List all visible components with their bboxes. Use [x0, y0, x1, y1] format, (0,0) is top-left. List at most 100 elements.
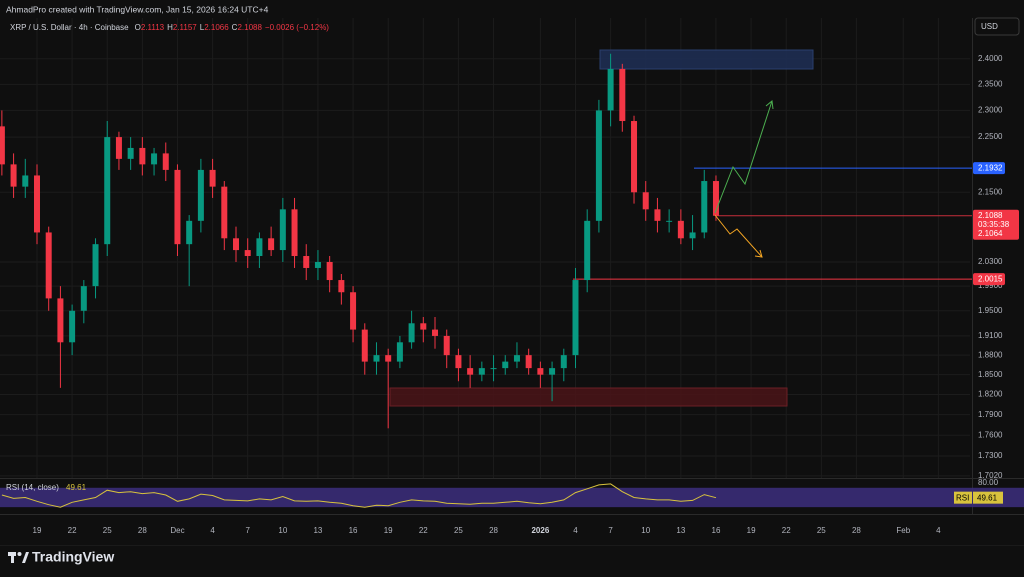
candle-body	[373, 355, 380, 362]
candle-body	[677, 220, 684, 239]
ohlc-key: O	[135, 23, 141, 32]
candle-body	[654, 209, 661, 221]
level-label: 2.1932	[978, 164, 1003, 173]
candle-body	[69, 310, 76, 343]
demand-zone	[389, 387, 788, 407]
x-tick-label: 19	[33, 526, 42, 535]
candle-body	[490, 368, 497, 370]
supply-zone	[599, 49, 814, 70]
candle-body	[22, 175, 29, 187]
candle-body	[104, 137, 111, 245]
currency[interactable]: USD	[981, 22, 998, 31]
rsi-tag: RSI	[956, 493, 969, 502]
bearish-projection	[714, 214, 763, 258]
rsi-value-box	[973, 491, 1003, 504]
x-tick-label: 28	[852, 526, 861, 535]
current-price-box	[973, 209, 1019, 240]
y-tick-label: 1.9500	[978, 306, 1003, 315]
candle-body	[80, 286, 87, 311]
candle-body	[268, 238, 275, 251]
candle-body	[326, 261, 333, 281]
rsi-line	[1, 483, 717, 508]
ohlc-value: 2.1088	[237, 23, 262, 32]
candle-body	[432, 329, 439, 336]
candle-body	[209, 169, 216, 187]
y-tick-label: 1.8200	[978, 390, 1003, 399]
y-tick-label: 1.8800	[978, 350, 1003, 359]
x-tick-label: Feb	[896, 526, 910, 535]
candle-body	[244, 250, 251, 257]
candle-body	[525, 355, 532, 369]
second-price: 2.1064	[978, 229, 1003, 238]
candle-body	[45, 232, 52, 299]
ohlc-key: H	[167, 23, 173, 32]
x-tick-label: 13	[676, 526, 685, 535]
y-tick-label: 1.7900	[978, 410, 1003, 419]
y-tick-label: 1.9900	[978, 281, 1003, 290]
candle-body	[174, 169, 181, 245]
candle-body	[560, 355, 567, 369]
rsi-tag-box	[954, 491, 972, 504]
x-tick-label: Dec	[170, 526, 184, 535]
brand: TradingView	[32, 549, 114, 565]
y-tick-label: 2.3500	[978, 79, 1003, 88]
y-tick-label: 1.7020	[978, 471, 1003, 480]
y-tick-label: 1.7300	[978, 451, 1003, 460]
candle-body	[712, 181, 719, 216]
candle-body	[57, 298, 64, 343]
current-price: 2.1088	[978, 211, 1003, 220]
ohlc-key: L	[200, 23, 205, 32]
x-tick-label: 13	[313, 526, 322, 535]
arrow-head	[765, 100, 774, 110]
currency-box[interactable]	[974, 17, 1020, 36]
rsi-tick-label: 80.00	[978, 478, 999, 487]
levels	[573, 167, 972, 280]
x-tick-label: 4	[936, 526, 941, 535]
candle-body	[443, 335, 450, 356]
candle-body	[572, 280, 579, 356]
candle-body	[10, 164, 17, 187]
candles	[0, 53, 719, 429]
arrow-head	[754, 249, 763, 258]
candle-body	[139, 147, 146, 165]
x-tick-label: 25	[817, 526, 826, 535]
candle-body	[221, 186, 228, 239]
candle-body	[350, 292, 357, 330]
candle-body	[256, 238, 263, 257]
x-tick-label: 7	[245, 526, 250, 535]
change: −0.0026 (−0.12%)	[265, 23, 329, 32]
x-tick-label: 4	[210, 526, 215, 535]
candle-body	[701, 181, 708, 233]
x-tick-label: 10	[641, 526, 650, 535]
candle-body	[619, 68, 626, 122]
rsi-pane: 80.00 RSI (14, close) 49.61 RSI 49.61	[0, 478, 1024, 508]
candle-body	[478, 368, 485, 375]
y-tick-label: 2.4000	[978, 54, 1003, 63]
candle-body	[314, 261, 321, 268]
candle-body	[186, 220, 193, 245]
y-tick-label: 2.1500	[978, 187, 1003, 196]
price-axis: 2.4000 2.3500 2.3000 2.2500 2.1500 2.0300 1.99…	[33, 54, 1019, 535]
brand-logo	[8, 552, 29, 563]
candle-body	[92, 244, 99, 287]
candle-body	[642, 192, 649, 210]
candle-body	[291, 209, 298, 257]
x-tick-label: 19	[384, 526, 393, 535]
candle-body	[584, 220, 591, 281]
candle-body	[607, 68, 614, 111]
candle-body	[549, 368, 556, 375]
candle-body	[467, 368, 474, 375]
candle-body	[33, 175, 40, 233]
x-tick-label: 28	[138, 526, 147, 535]
candle-body	[127, 147, 134, 159]
candle-body	[162, 153, 169, 170]
candle-body	[666, 220, 673, 222]
candle-body	[595, 110, 602, 221]
candle-body	[631, 121, 638, 193]
candle-body	[303, 256, 310, 268]
bullish-projection	[714, 100, 773, 214]
countdown: 03:35:38	[978, 220, 1010, 229]
x-tick-label: 4	[573, 526, 578, 535]
